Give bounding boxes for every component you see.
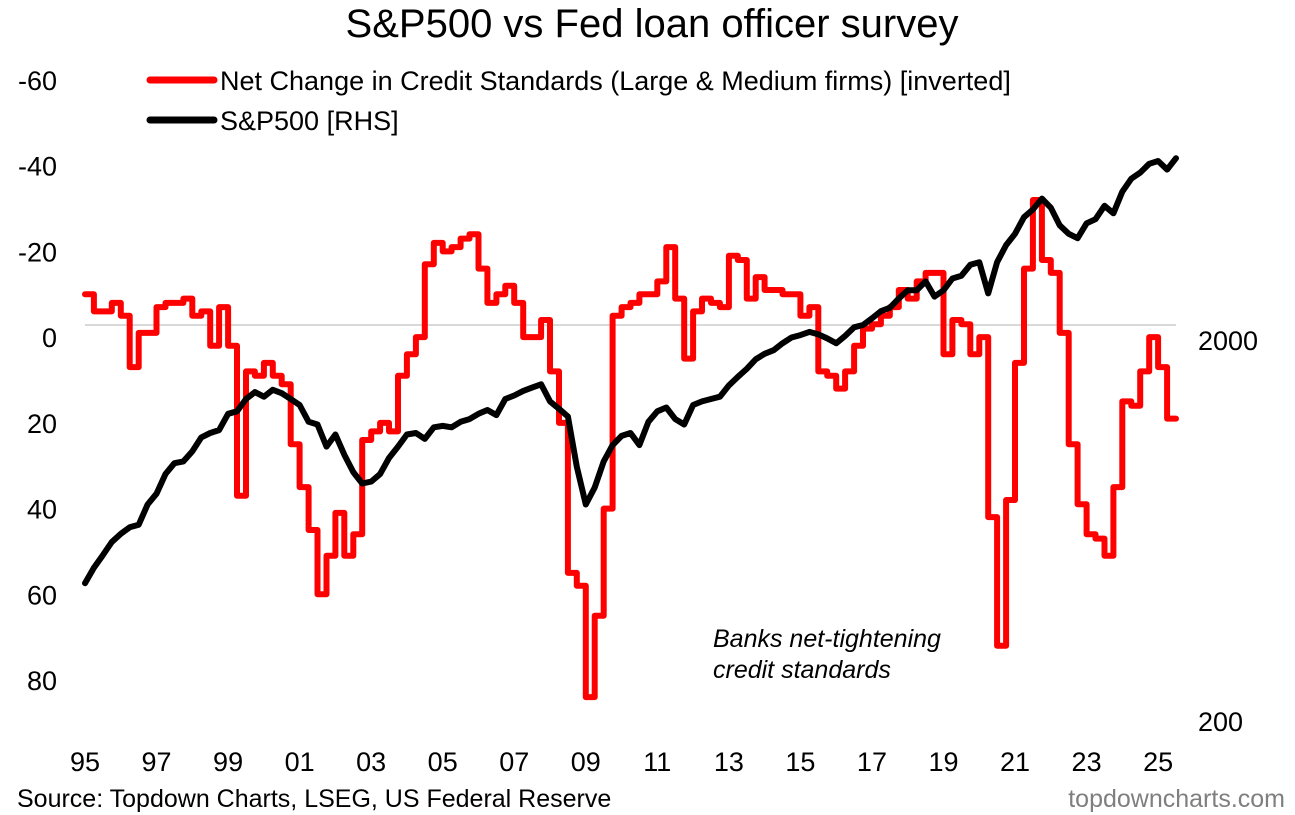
x-tick-label: 07 xyxy=(499,747,529,777)
annotation: Banks net-tightening credit standards xyxy=(713,625,941,684)
left-tick-label: -60 xyxy=(18,66,57,96)
x-tick-label: 11 xyxy=(643,747,671,777)
chart-title: S&P500 vs Fed loan officer survey xyxy=(346,2,959,46)
x-tick-label: 15 xyxy=(785,747,815,777)
left-axis-ticks: -60 -40 -20 0 20 40 60 80 xyxy=(18,66,57,696)
x-tick-label: 09 xyxy=(571,747,601,777)
x-tick-label: 99 xyxy=(213,747,243,777)
annotation-line-2: credit standards xyxy=(713,656,891,684)
x-tick-label: 17 xyxy=(857,747,887,777)
x-tick-label: 13 xyxy=(714,747,744,777)
x-axis-ticks: 95 97 99 01 03 05 07 09 11 13 15 17 19 21 23 25 xyxy=(70,747,1173,777)
x-tick-label: 23 xyxy=(1072,747,1102,777)
x-tick-label: 05 xyxy=(428,747,458,777)
x-tick-label: 01 xyxy=(285,747,315,777)
series-sp500-line xyxy=(82,155,1179,587)
x-tick-label: 95 xyxy=(70,747,100,777)
left-tick-label: 0 xyxy=(42,323,57,353)
left-tick-label: -40 xyxy=(18,152,57,182)
left-tick-label: 40 xyxy=(27,495,57,525)
right-tick-label: 200 xyxy=(1198,707,1243,737)
legend: Net Change in Credit Standards (Large & … xyxy=(146,66,1011,136)
legend-label-sp500: S&P500 [RHS] xyxy=(220,106,399,136)
x-tick-label: 21 xyxy=(1000,747,1030,777)
left-tick-label: 60 xyxy=(27,580,57,610)
legend-label-credit-standards: Net Change in Credit Standards (Large & … xyxy=(220,66,1011,96)
source-note: Source: Topdown Charts, LSEG, US Federal… xyxy=(17,785,611,813)
left-tick-label: -20 xyxy=(18,237,57,267)
x-tick-label: 25 xyxy=(1143,747,1173,777)
right-axis-ticks: 2000 200 xyxy=(1198,326,1258,737)
x-tick-label: 03 xyxy=(356,747,386,777)
x-tick-label: 19 xyxy=(928,747,958,777)
left-tick-label: 20 xyxy=(27,409,57,439)
x-tick-label: 97 xyxy=(142,747,172,777)
series-credit-standards-line xyxy=(82,197,1179,701)
left-tick-label: 80 xyxy=(27,666,57,696)
right-tick-label: 2000 xyxy=(1198,326,1258,356)
annotation-line-1: Banks net-tightening xyxy=(713,625,941,653)
series-layer xyxy=(82,155,1179,701)
watermark: topdowncharts.com xyxy=(1068,785,1285,813)
